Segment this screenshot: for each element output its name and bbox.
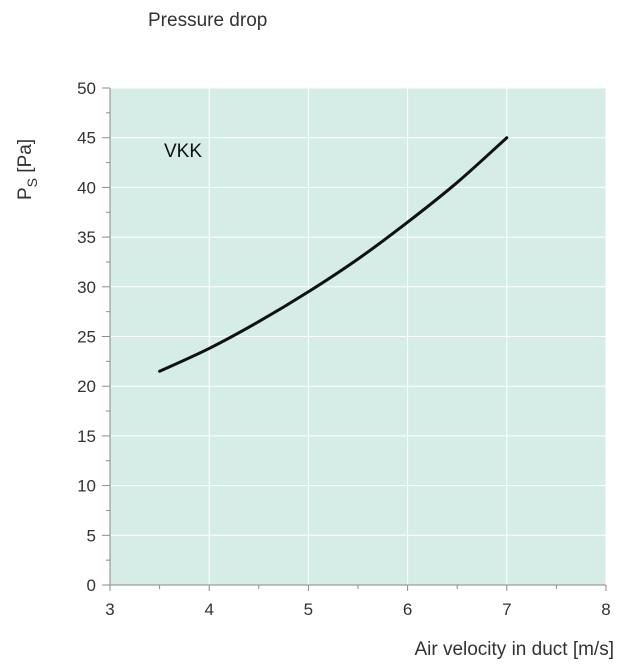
y-tick-label: 50 xyxy=(77,79,96,98)
series-line-vkk xyxy=(158,136,509,373)
y-tick-label: 0 xyxy=(87,576,96,595)
y-tick-label: 35 xyxy=(77,228,96,247)
y-tick-label: 15 xyxy=(77,427,96,446)
y-tick-label: 30 xyxy=(77,278,96,297)
axes xyxy=(102,87,607,591)
y-axis-label-unit: [Pa] xyxy=(15,139,36,178)
y-axis-label-sub: S xyxy=(24,178,40,187)
chart-title: Pressure drop xyxy=(148,10,267,31)
y-tick-label: 20 xyxy=(77,377,96,396)
y-axis-label-main: P xyxy=(15,187,36,200)
grid-lines xyxy=(109,87,607,586)
y-tick-label: 10 xyxy=(77,477,96,496)
x-tick-label: 3 xyxy=(105,600,114,619)
series-layer xyxy=(158,136,509,373)
x-tick-label: 8 xyxy=(601,600,610,619)
y-tick-label: 40 xyxy=(77,178,96,197)
y-axis-label: PS [Pa] xyxy=(15,139,40,200)
y-tick-label: 25 xyxy=(77,328,96,347)
y-tick-label: 45 xyxy=(77,129,96,148)
x-axis-label: Air velocity in duct [m/s] xyxy=(414,639,614,660)
x-tick-label: 4 xyxy=(204,600,213,619)
x-tick-label: 5 xyxy=(304,600,313,619)
x-tick-label: 6 xyxy=(403,600,412,619)
series-label-vkk: VKK xyxy=(164,141,202,162)
x-tick-label: 7 xyxy=(502,600,511,619)
y-tick-label: 5 xyxy=(87,526,96,545)
